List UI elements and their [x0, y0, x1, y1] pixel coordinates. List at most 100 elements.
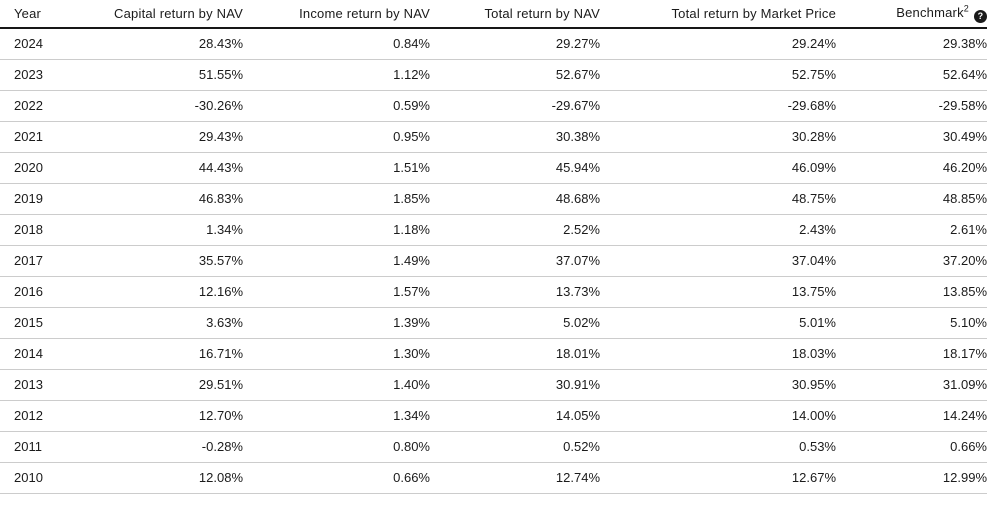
- col-header-benchmark: Benchmark2?: [836, 0, 987, 29]
- return-value-cell: 52.64%: [836, 59, 987, 91]
- benchmark-footnote-superscript: 2: [963, 3, 969, 14]
- year-cell: 2023: [0, 59, 110, 91]
- return-value-cell: 48.85%: [836, 183, 987, 215]
- return-value-cell: 12.16%: [110, 276, 243, 308]
- return-value-cell: 1.49%: [243, 245, 430, 277]
- return-value-cell: 2.43%: [600, 214, 836, 246]
- return-value-cell: 13.85%: [836, 276, 987, 308]
- return-value-cell: 0.84%: [243, 28, 430, 60]
- return-value-cell: 1.34%: [110, 214, 243, 246]
- return-value-cell: 30.49%: [836, 121, 987, 153]
- return-value-cell: 30.91%: [430, 369, 600, 401]
- return-value-cell: 12.67%: [600, 462, 836, 494]
- table-row: 2017 35.57% 1.49% 37.07% 37.04% 37.20%: [0, 245, 987, 277]
- table-row: 2021 29.43% 0.95% 30.38% 30.28% 30.49%: [0, 121, 987, 153]
- year-cell: 2014: [0, 338, 110, 370]
- year-cell: 2017: [0, 245, 110, 277]
- return-value-cell: 13.73%: [430, 276, 600, 308]
- return-value-cell: 29.38%: [836, 28, 987, 60]
- return-value-cell: 18.01%: [430, 338, 600, 370]
- return-value-cell: 1.30%: [243, 338, 430, 370]
- return-value-cell: 45.94%: [430, 152, 600, 184]
- return-value-cell: 0.80%: [243, 431, 430, 463]
- table-header: Year Capital return by NAV Income return…: [0, 0, 987, 29]
- return-value-cell: 30.38%: [430, 121, 600, 153]
- year-cell: 2024: [0, 28, 110, 60]
- return-value-cell: 1.40%: [243, 369, 430, 401]
- question-mark-icon[interactable]: ?: [974, 9, 987, 23]
- return-value-cell: 1.57%: [243, 276, 430, 308]
- return-value-cell: 37.04%: [600, 245, 836, 277]
- return-value-cell: 31.09%: [836, 369, 987, 401]
- return-value-cell: 30.28%: [600, 121, 836, 153]
- year-cell: 2021: [0, 121, 110, 153]
- return-value-cell: 2.61%: [836, 214, 987, 246]
- return-value-cell: 1.34%: [243, 400, 430, 432]
- return-value-cell: 12.99%: [836, 462, 987, 494]
- return-value-cell: 5.02%: [430, 307, 600, 339]
- return-value-cell: 44.43%: [110, 152, 243, 184]
- year-cell: 2022: [0, 90, 110, 122]
- return-value-cell: 37.20%: [836, 245, 987, 277]
- return-value-cell: 30.95%: [600, 369, 836, 401]
- year-cell: 2012: [0, 400, 110, 432]
- return-value-cell: 14.05%: [430, 400, 600, 432]
- return-value-cell: -29.58%: [836, 90, 987, 122]
- year-cell: 2013: [0, 369, 110, 401]
- return-value-cell: 48.68%: [430, 183, 600, 215]
- return-value-cell: 1.85%: [243, 183, 430, 215]
- return-value-cell: -29.67%: [430, 90, 600, 122]
- year-cell: 2011: [0, 431, 110, 463]
- col-header-total-return-nav: Total return by NAV: [430, 0, 600, 29]
- header-row: Year Capital return by NAV Income return…: [0, 0, 987, 29]
- return-value-cell: 12.08%: [110, 462, 243, 494]
- return-value-cell: 16.71%: [110, 338, 243, 370]
- table-row: 2011 -0.28% 0.80% 0.52% 0.53% 0.66%: [0, 431, 987, 463]
- col-header-capital-return-nav: Capital return by NAV: [110, 0, 243, 29]
- return-value-cell: 0.59%: [243, 90, 430, 122]
- return-value-cell: 1.12%: [243, 59, 430, 91]
- return-value-cell: -30.26%: [110, 90, 243, 122]
- return-value-cell: 1.51%: [243, 152, 430, 184]
- return-value-cell: 18.17%: [836, 338, 987, 370]
- return-value-cell: 1.18%: [243, 214, 430, 246]
- return-value-cell: 52.75%: [600, 59, 836, 91]
- table-row: 2010 12.08% 0.66% 12.74% 12.67% 12.99%: [0, 462, 987, 494]
- return-value-cell: 0.66%: [836, 431, 987, 463]
- return-value-cell: 0.95%: [243, 121, 430, 153]
- year-cell: 2018: [0, 214, 110, 246]
- return-value-cell: 35.57%: [110, 245, 243, 277]
- table-row: 2016 12.16% 1.57% 13.73% 13.75% 13.85%: [0, 276, 987, 308]
- return-value-cell: 13.75%: [600, 276, 836, 308]
- year-cell: 2020: [0, 152, 110, 184]
- return-value-cell: -29.68%: [600, 90, 836, 122]
- annual-returns-table: Year Capital return by NAV Income return…: [0, 0, 987, 494]
- return-value-cell: 2.52%: [430, 214, 600, 246]
- return-value-cell: 0.66%: [243, 462, 430, 494]
- return-value-cell: 0.52%: [430, 431, 600, 463]
- table-row: 2023 51.55% 1.12% 52.67% 52.75% 52.64%: [0, 59, 987, 91]
- table-body: 2024 28.43% 0.84% 29.27% 29.24% 29.38% 2023 51.…: [0, 28, 987, 494]
- year-cell: 2015: [0, 307, 110, 339]
- table-row: 2022 -30.26% 0.59% -29.67% -29.68% -29.58%: [0, 90, 987, 122]
- year-cell: 2010: [0, 462, 110, 494]
- return-value-cell: 28.43%: [110, 28, 243, 60]
- year-cell: 2019: [0, 183, 110, 215]
- table-row: 2012 12.70% 1.34% 14.05% 14.00% 14.24%: [0, 400, 987, 432]
- return-value-cell: 12.70%: [110, 400, 243, 432]
- col-header-total-return-market-price: Total return by Market Price: [600, 0, 836, 29]
- return-value-cell: 14.00%: [600, 400, 836, 432]
- table-row: 2019 46.83% 1.85% 48.68% 48.75% 48.85%: [0, 183, 987, 215]
- col-header-year: Year: [0, 0, 110, 29]
- table-row: 2020 44.43% 1.51% 45.94% 46.09% 46.20%: [0, 152, 987, 184]
- return-value-cell: 0.53%: [600, 431, 836, 463]
- table-row: 2024 28.43% 0.84% 29.27% 29.24% 29.38%: [0, 28, 987, 60]
- table-row: 2013 29.51% 1.40% 30.91% 30.95% 31.09%: [0, 369, 987, 401]
- return-value-cell: 46.09%: [600, 152, 836, 184]
- table-row: 2014 16.71% 1.30% 18.01% 18.03% 18.17%: [0, 338, 987, 370]
- return-value-cell: 46.83%: [110, 183, 243, 215]
- return-value-cell: 12.74%: [430, 462, 600, 494]
- return-value-cell: 52.67%: [430, 59, 600, 91]
- return-value-cell: 29.51%: [110, 369, 243, 401]
